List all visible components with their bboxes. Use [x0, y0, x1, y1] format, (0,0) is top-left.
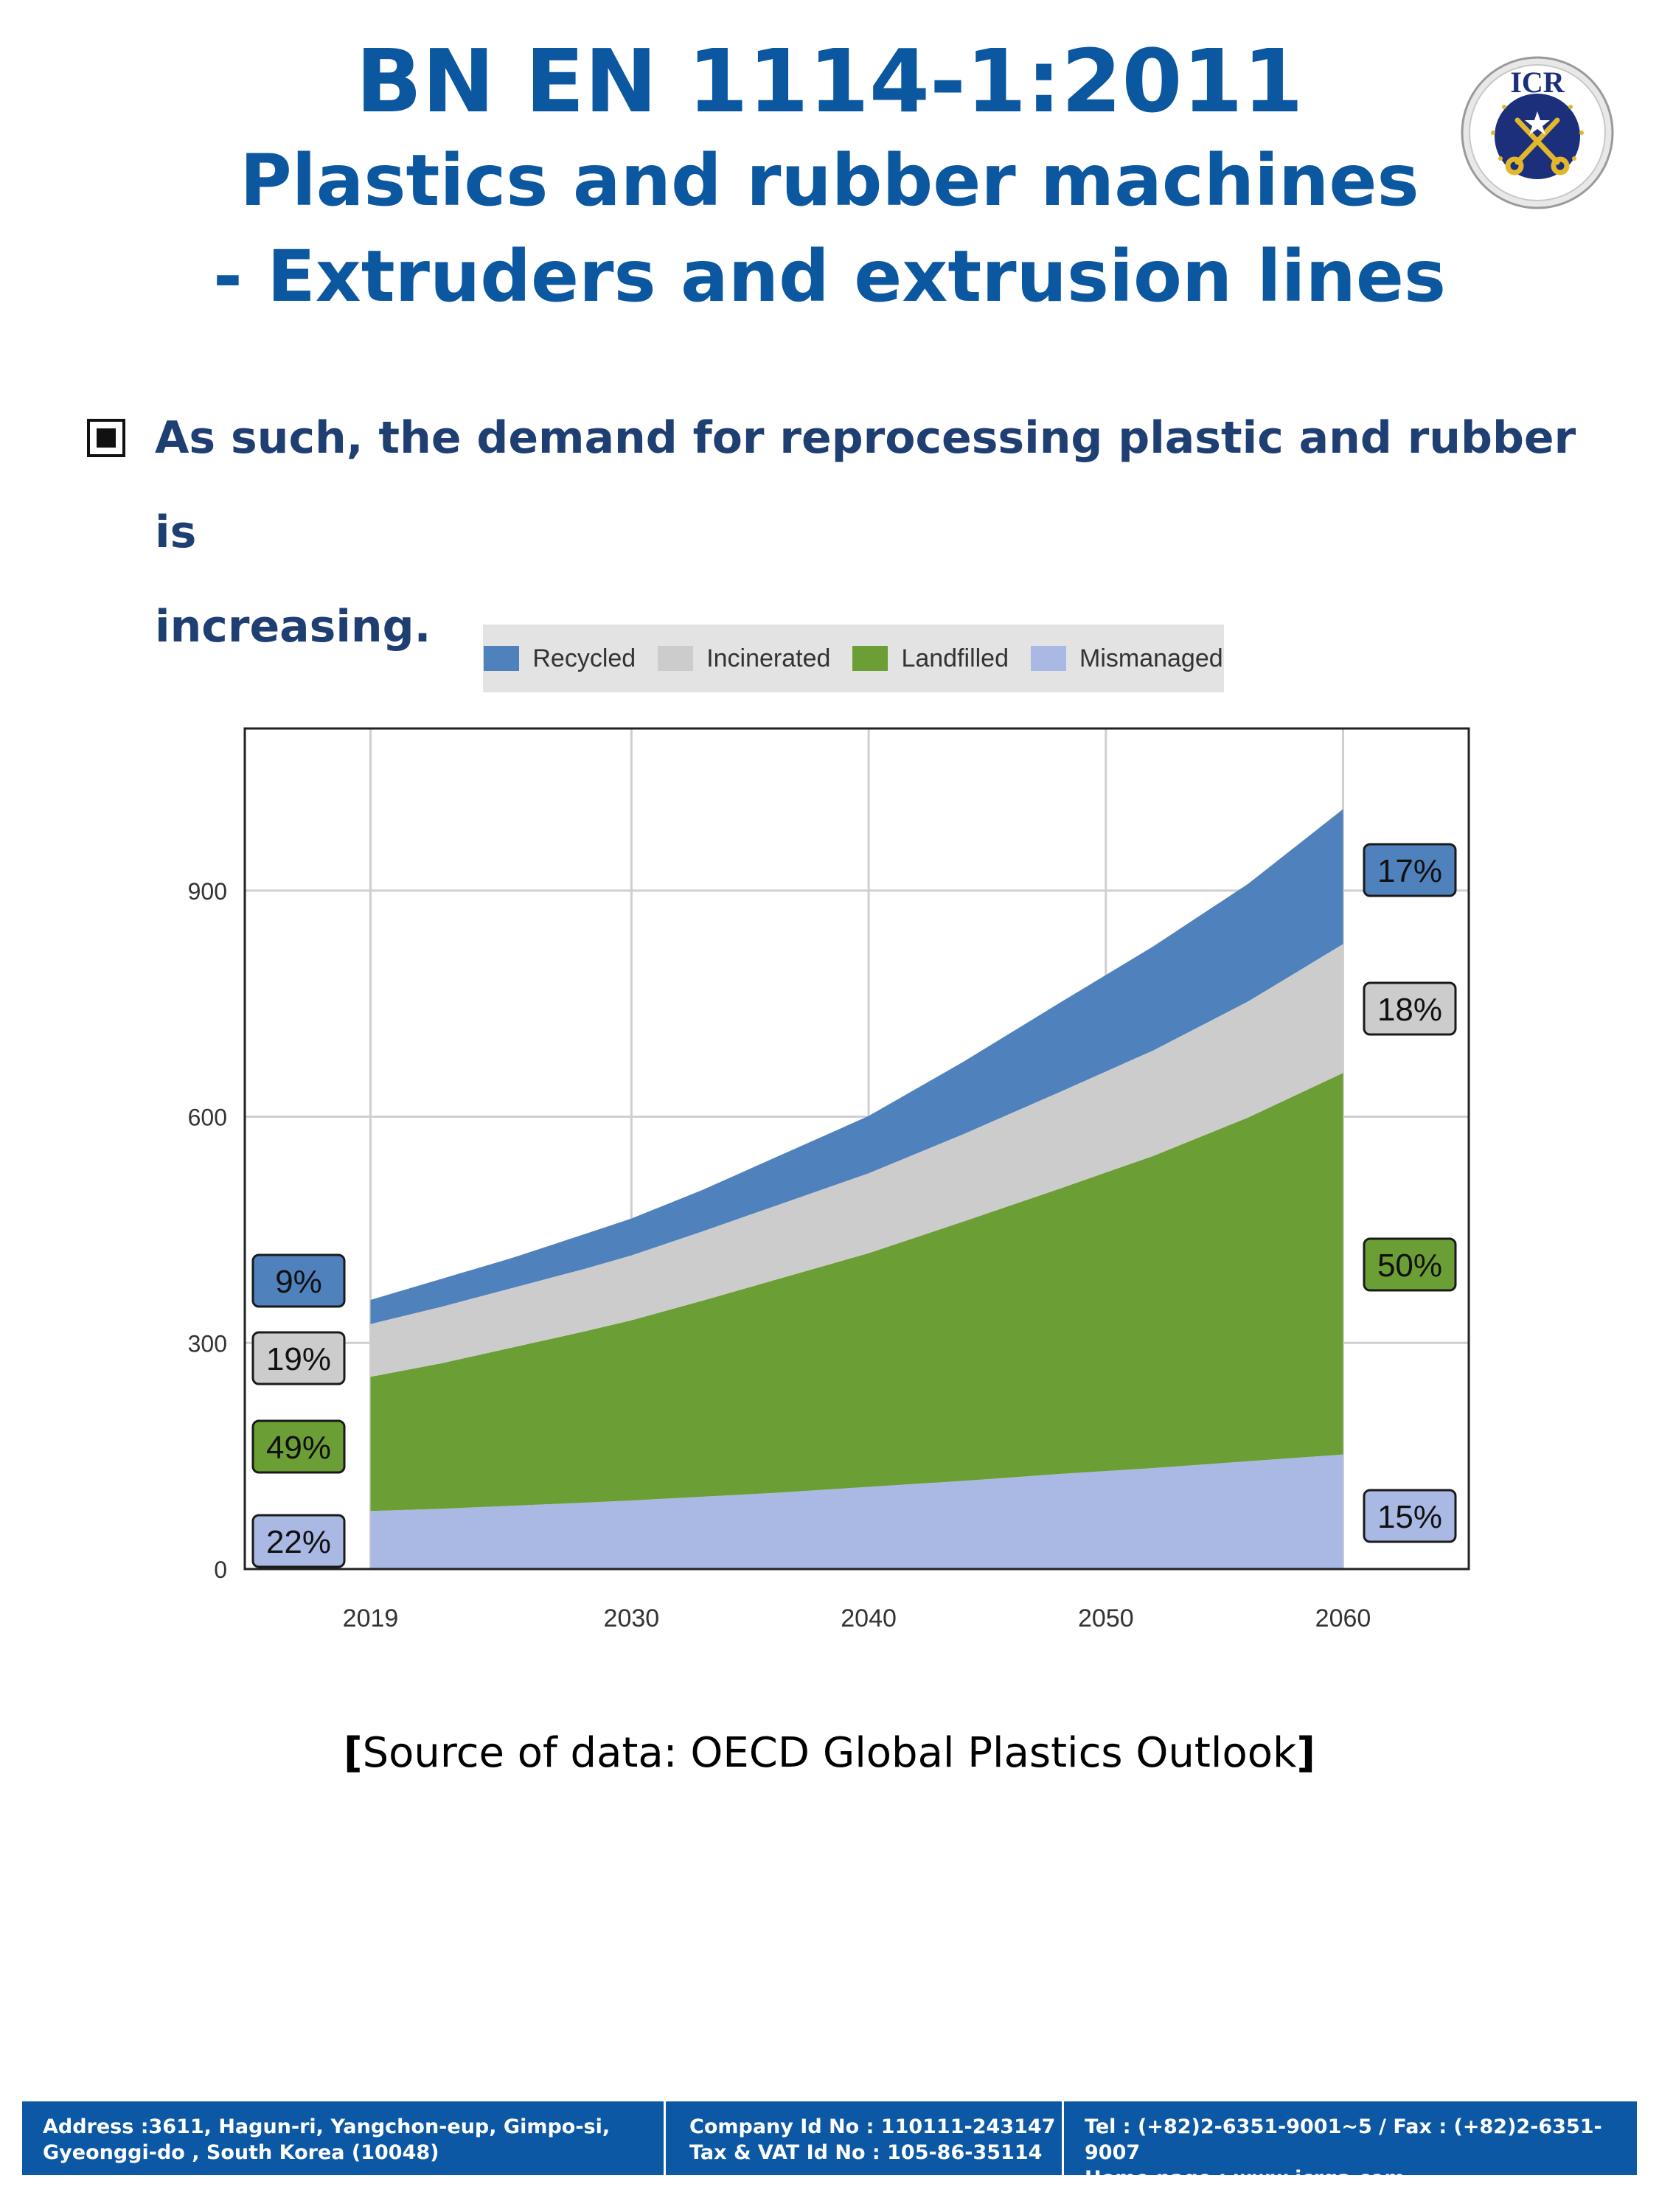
y-tick-label: 0 [214, 1557, 227, 1583]
end-label-incinerated: 18% [1377, 992, 1442, 1028]
footer-contact: Tel : (+82)2-6351-9001~5 / Fax : (+82)2-… [1062, 2101, 1637, 2190]
start-label-incinerated-box [251, 1331, 346, 1385]
icr-logo: ICR [1461, 56, 1614, 209]
start-label-landfilled: 49% [266, 1430, 331, 1466]
legend-item-incinerated: Incinerated [658, 644, 830, 673]
footer-company: Company Id No : 110111-243147 Tax & VAT … [664, 2101, 1062, 2175]
end-label-mismanaged: 15% [1377, 1499, 1442, 1535]
square-bullet-icon [87, 419, 125, 457]
bullet-line2: increasing. [155, 601, 431, 653]
footer-homepage-link[interactable]: Home page : www.icrqa.com [1085, 2167, 1405, 2190]
end-label-landfilled-box [1363, 1237, 1457, 1292]
area-series-landfilled [370, 1073, 1343, 1512]
area-series-mismanaged [370, 1454, 1343, 1569]
source-close-bracket: ] [1296, 1729, 1315, 1777]
logo-letters: ICR [1510, 66, 1565, 99]
footer-company-id: Company Id No : 110111-243147 [689, 2115, 1056, 2138]
page-title: BN EN 1114-1:2011 [355, 30, 1304, 132]
legend-swatch [658, 646, 694, 671]
plot-frame [243, 727, 1470, 1571]
start-label-recycled: 9% [275, 1264, 322, 1300]
x-tick-label: 2060 [1315, 1604, 1371, 1632]
start-label-incinerated: 19% [266, 1341, 331, 1377]
chart-legend: Recycled Incinerated Landfilled Mismanaged [483, 625, 1224, 692]
y-tick-label: 300 [188, 1330, 227, 1357]
stacked-area-chart: 0 300 600 900 2019 2030 2040 2050 2060 9% 19% 49% 22… [188, 727, 1470, 1632]
x-tick-label: 2030 [604, 1604, 660, 1632]
page-subtitle-line2: - Extruders and extrusion lines [212, 235, 1447, 318]
end-label-recycled-box [1363, 843, 1457, 897]
y-tick-label: 900 [188, 878, 227, 905]
start-label-landfilled-box [251, 1419, 346, 1474]
legend-label: Recycled [532, 644, 636, 672]
area-series-incinerated [370, 944, 1343, 1377]
legend-swatch [484, 646, 520, 671]
x-tick-label: 2040 [841, 1604, 897, 1632]
legend-item-landfilled: Landfilled [852, 644, 1009, 673]
legend-label: Landfilled [901, 644, 1009, 672]
footer-address-line2: Gyeonggi-do , South Korea (10048) [43, 2141, 439, 2164]
x-tick-label: 2050 [1078, 1604, 1134, 1632]
legend-swatch [1031, 646, 1066, 671]
area-series-recycled [370, 809, 1343, 1324]
y-tick-label: 600 [188, 1105, 227, 1131]
x-tick-label: 2019 [343, 1604, 399, 1632]
footer-address: Address :3611, Hagun-ri, Yangchon-eup, G… [22, 2101, 664, 2175]
footer-address-line1: Address :3611, Hagun-ri, Yangchon-eup, G… [43, 2115, 611, 2138]
end-label-mismanaged-box [1363, 1489, 1457, 1543]
source-open-bracket: [ [344, 1729, 363, 1777]
start-label-mismanaged-box [251, 1514, 346, 1568]
legend-item-mismanaged: Mismanaged [1031, 644, 1223, 673]
page-subtitle-line1: Plastics and rubber machines [240, 139, 1419, 222]
legend-item-recycled: Recycled [484, 644, 636, 673]
header: BN EN 1114-1:2011 Plastics and rubber ma… [0, 29, 1659, 324]
footer-tax-id: Tax & VAT Id No : 105-86-35114 [689, 2141, 1043, 2164]
source-caption: [Source of data: OECD Global Plastics Ou… [0, 1729, 1659, 1777]
start-label-recycled-box [251, 1253, 346, 1308]
end-label-recycled: 17% [1377, 853, 1442, 889]
end-label-incinerated-box [1363, 981, 1457, 1036]
source-text: Source of data: OECD Global Plastics Out… [362, 1729, 1297, 1777]
end-label-landfilled: 50% [1377, 1248, 1442, 1284]
start-label-mismanaged: 22% [266, 1524, 331, 1560]
footer: Address :3611, Hagun-ri, Yangchon-eup, G… [22, 2101, 1637, 2190]
legend-swatch [852, 646, 888, 671]
footer-phone-fax: Tel : (+82)2-6351-9001~5 / Fax : (+82)2-… [1085, 2115, 1602, 2164]
bullet-line1: As such, the demand for reprocessing pla… [155, 412, 1576, 558]
legend-label: Mismanaged [1079, 644, 1223, 672]
bullet-text: As such, the demand for reprocessing pla… [155, 391, 1578, 674]
legend-label: Incinerated [706, 644, 831, 672]
